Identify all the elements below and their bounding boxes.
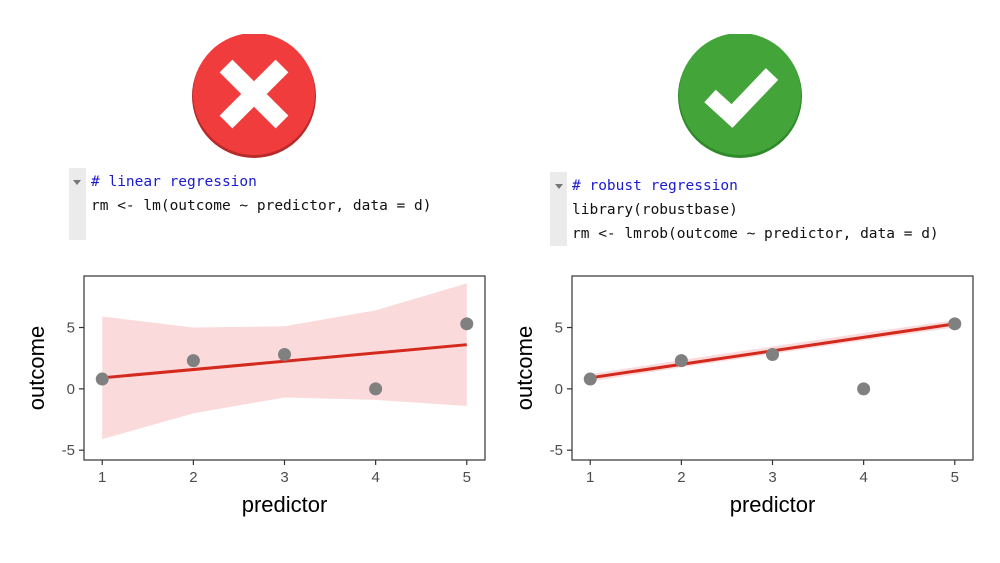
y-tick-label: 5 bbox=[555, 320, 563, 337]
y-tick-label: 0 bbox=[555, 381, 563, 398]
editor-gutter bbox=[550, 172, 567, 246]
y-tick-label: 0 bbox=[67, 381, 75, 398]
fold-arrow-icon[interactable] bbox=[555, 184, 563, 189]
data-point bbox=[674, 354, 688, 368]
code-comment-line: # linear regression bbox=[91, 174, 257, 190]
regression-line bbox=[102, 343, 467, 380]
code-block-robust: # robust regression library(robustbase) rm… bbox=[572, 174, 939, 246]
code-block-linear: # linear regression rm <- lm(outcome ~ pr… bbox=[91, 170, 431, 218]
data-point bbox=[766, 348, 779, 362]
y-tick-label: 5 bbox=[67, 320, 75, 337]
chart-svg: 1 2 3 4 5 -5 0 5 predictor outcome bbox=[24, 275, 486, 517]
data-point bbox=[369, 382, 383, 396]
x-axis-title: predictor bbox=[730, 492, 816, 517]
y-axis-title: outcome bbox=[512, 326, 537, 410]
x-tick-label: 1 bbox=[586, 469, 594, 486]
x-tick-label: 4 bbox=[859, 469, 867, 486]
y-tick-label: -5 bbox=[62, 442, 75, 459]
x-tick-label: 5 bbox=[951, 469, 959, 486]
x-tick-label: 1 bbox=[98, 469, 106, 486]
data-point bbox=[95, 372, 109, 386]
code-line: rm <- lmrob(outcome ~ predictor, data = … bbox=[572, 226, 939, 242]
right-panel: # robust regression library(robustbase) rm… bbox=[500, 0, 1000, 563]
x-axis-title: predictor bbox=[242, 492, 328, 517]
x-tick-label: 3 bbox=[768, 469, 776, 486]
code-comment-line: # robust regression bbox=[572, 178, 738, 194]
data-point bbox=[186, 354, 200, 368]
x-tick-label: 5 bbox=[463, 469, 471, 486]
data-point bbox=[460, 317, 474, 331]
x-tick-label: 3 bbox=[280, 469, 288, 486]
x-tick-label: 2 bbox=[677, 469, 685, 486]
code-line: rm <- lm(outcome ~ predictor, data = d) bbox=[91, 198, 432, 214]
data-point bbox=[857, 382, 871, 396]
robust-regression-chart: 1 2 3 4 5 -5 0 5 predictor outcome bbox=[510, 268, 980, 533]
linear-regression-chart: 1 2 3 4 5 -5 0 5 predictor outcome bbox=[22, 268, 492, 533]
x-tick-label: 4 bbox=[371, 469, 379, 486]
check-icon bbox=[678, 34, 802, 158]
chart-svg: 1 2 3 4 5 -5 0 5 predictor outcome bbox=[512, 275, 974, 517]
y-tick-label: -5 bbox=[550, 442, 563, 459]
editor-gutter bbox=[69, 168, 86, 240]
fold-arrow-icon[interactable] bbox=[73, 180, 81, 185]
data-point bbox=[948, 317, 962, 331]
data-point bbox=[278, 348, 291, 362]
x-tick-label: 2 bbox=[189, 469, 197, 486]
cross-icon bbox=[192, 34, 316, 158]
code-line: library(robustbase) bbox=[572, 202, 738, 218]
data-point bbox=[583, 372, 597, 386]
left-panel: # linear regression rm <- lm(outcome ~ pr… bbox=[22, 34, 492, 533]
y-axis-title: outcome bbox=[24, 326, 49, 410]
